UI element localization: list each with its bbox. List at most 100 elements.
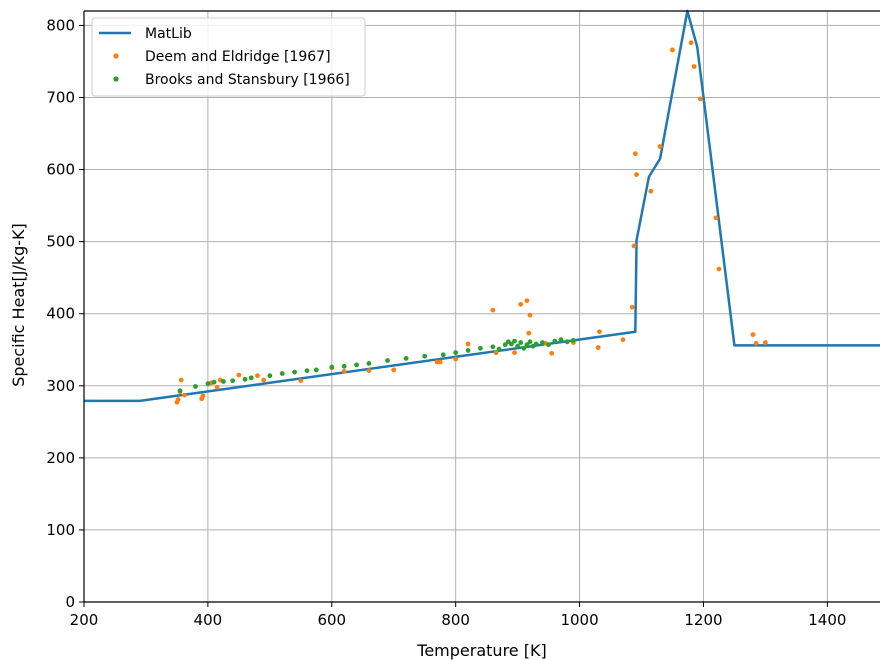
data-point-deem-and-eldridge-1967 xyxy=(437,359,443,365)
legend-marker-brooks xyxy=(113,76,119,82)
data-point-brooks-and-stansbury-1966 xyxy=(558,337,564,343)
data-point-brooks-and-stansbury-1966 xyxy=(521,345,527,351)
data-point-deem-and-eldridge-1967 xyxy=(518,301,524,307)
legend: MatLib Deem and Eldridge [1967] Brooks a… xyxy=(91,17,366,97)
legend-box xyxy=(91,17,366,97)
data-point-brooks-and-stansbury-1966 xyxy=(211,379,217,385)
data-point-deem-and-eldridge-1967 xyxy=(261,377,267,383)
data-point-deem-and-eldridge-1967 xyxy=(465,341,471,347)
data-point-deem-and-eldridge-1967 xyxy=(657,144,663,149)
x-tick-label: 1000 xyxy=(560,611,598,629)
data-point-brooks-and-stansbury-1966 xyxy=(403,355,409,361)
y-tick-label: 400 xyxy=(46,305,75,323)
data-point-deem-and-eldridge-1967 xyxy=(493,350,499,356)
data-point-deem-and-eldridge-1967 xyxy=(763,340,768,345)
data-point-deem-and-eldridge-1967 xyxy=(181,392,187,398)
data-point-deem-and-eldridge-1967 xyxy=(634,172,639,178)
series-line-matlib xyxy=(84,9,880,403)
data-point-brooks-and-stansbury-1966 xyxy=(366,361,372,366)
legend-label-brooks: Brooks and Stansbury [1966] xyxy=(145,72,350,88)
data-point-deem-and-eldridge-1967 xyxy=(236,372,242,378)
data-point-brooks-and-stansbury-1966 xyxy=(313,367,319,373)
data-point-brooks-and-stansbury-1966 xyxy=(465,348,471,353)
data-point-deem-and-eldridge-1967 xyxy=(620,337,626,343)
data-point-brooks-and-stansbury-1966 xyxy=(440,352,446,358)
data-point-deem-and-eldridge-1967 xyxy=(341,368,347,374)
data-point-brooks-and-stansbury-1966 xyxy=(385,358,390,363)
data-point-deem-and-eldridge-1967 xyxy=(255,373,260,379)
data-point-deem-and-eldridge-1967 xyxy=(178,377,184,383)
data-point-brooks-and-stansbury-1966 xyxy=(552,338,558,344)
data-point-brooks-and-stansbury-1966 xyxy=(527,339,533,345)
data-point-brooks-and-stansbury-1966 xyxy=(515,343,521,349)
data-point-deem-and-eldridge-1967 xyxy=(524,298,530,304)
data-point-deem-and-eldridge-1967 xyxy=(391,367,397,373)
data-point-brooks-and-stansbury-1966 xyxy=(478,345,483,351)
data-point-brooks-and-stansbury-1966 xyxy=(564,339,570,345)
data-point-deem-and-eldridge-1967 xyxy=(214,384,220,390)
data-point-brooks-and-stansbury-1966 xyxy=(304,368,310,374)
data-point-deem-and-eldridge-1967 xyxy=(697,96,703,102)
data-point-deem-and-eldridge-1967 xyxy=(753,340,759,346)
data-point-brooks-and-stansbury-1966 xyxy=(540,340,545,345)
data-point-deem-and-eldridge-1967 xyxy=(688,40,694,46)
data-point-deem-and-eldridge-1967 xyxy=(549,350,555,356)
data-point-brooks-and-stansbury-1966 xyxy=(546,342,551,348)
data-point-brooks-and-stansbury-1966 xyxy=(502,342,508,348)
y-tick-label: 300 xyxy=(46,377,75,395)
data-point-deem-and-eldridge-1967 xyxy=(632,151,638,157)
y-tick-label: 700 xyxy=(46,88,75,106)
data-point-brooks-and-stansbury-1966 xyxy=(422,353,428,359)
data-point-deem-and-eldridge-1967 xyxy=(366,368,372,374)
data-point-deem-and-eldridge-1967 xyxy=(713,215,719,221)
data-point-deem-and-eldridge-1967 xyxy=(526,330,532,336)
data-point-deem-and-eldridge-1967 xyxy=(691,64,697,69)
data-point-deem-and-eldridge-1967 xyxy=(595,345,601,350)
data-point-deem-and-eldridge-1967 xyxy=(596,329,602,335)
data-point-brooks-and-stansbury-1966 xyxy=(509,341,514,347)
x-tick-label: 1200 xyxy=(684,611,722,629)
data-point-brooks-and-stansbury-1966 xyxy=(267,373,273,379)
legend-label-matlib: MatLib xyxy=(145,26,192,42)
data-point-brooks-and-stansbury-1966 xyxy=(341,363,347,369)
data-point-brooks-and-stansbury-1966 xyxy=(453,350,459,356)
legend-label-deem: Deem and Eldridge [1967] xyxy=(145,49,331,65)
data-point-deem-and-eldridge-1967 xyxy=(200,393,206,399)
x-tick-label: 200 xyxy=(70,611,99,629)
data-point-deem-and-eldridge-1967 xyxy=(750,332,756,338)
data-point-brooks-and-stansbury-1966 xyxy=(242,376,248,382)
data-point-brooks-and-stansbury-1966 xyxy=(512,338,517,344)
data-point-brooks-and-stansbury-1966 xyxy=(205,381,211,387)
data-point-brooks-and-stansbury-1966 xyxy=(570,337,576,343)
x-tick-label: 800 xyxy=(441,611,470,629)
data-point-deem-and-eldridge-1967 xyxy=(670,47,675,53)
data-point-deem-and-eldridge-1967 xyxy=(631,243,637,249)
data-point-brooks-and-stansbury-1966 xyxy=(279,371,285,376)
x-tick-label: 1400 xyxy=(808,611,846,629)
y-tick-label: 0 xyxy=(65,593,75,611)
data-point-brooks-and-stansbury-1966 xyxy=(177,388,183,394)
y-axis-title: Specific Heat[J/kg-K] xyxy=(9,223,28,387)
data-point-brooks-and-stansbury-1966 xyxy=(230,378,236,384)
ticks: 200 400 600 800 1000 1200 1400 0 100 200 300 400 500… xyxy=(46,16,846,629)
data-point-deem-and-eldridge-1967 xyxy=(298,378,304,384)
data-point-deem-and-eldridge-1967 xyxy=(512,350,517,356)
data-point-brooks-and-stansbury-1966 xyxy=(248,375,254,381)
data-point-brooks-and-stansbury-1966 xyxy=(496,346,502,352)
axes xyxy=(83,10,880,603)
data-point-deem-and-eldridge-1967 xyxy=(453,356,459,362)
data-point-deem-and-eldridge-1967 xyxy=(648,188,654,194)
data-point-deem-and-eldridge-1967 xyxy=(629,304,635,310)
x-tick-label: 600 xyxy=(317,611,346,629)
data-point-brooks-and-stansbury-1966 xyxy=(533,341,539,347)
data-point-brooks-and-stansbury-1966 xyxy=(354,362,359,368)
data-point-brooks-and-stansbury-1966 xyxy=(329,364,335,370)
data-point-brooks-and-stansbury-1966 xyxy=(220,379,226,384)
plot-area xyxy=(84,9,880,405)
data-point-brooks-and-stansbury-1966 xyxy=(524,342,530,348)
data-point-brooks-and-stansbury-1966 xyxy=(518,340,524,345)
y-tick-label: 800 xyxy=(46,16,75,34)
y-tick-label: 500 xyxy=(46,233,75,251)
data-point-deem-and-eldridge-1967 xyxy=(527,312,533,318)
